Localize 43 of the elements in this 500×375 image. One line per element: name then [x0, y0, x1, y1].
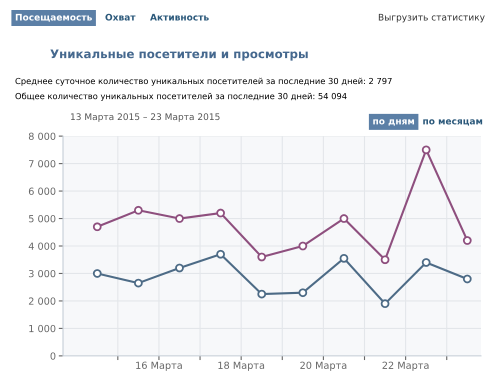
point [298, 288, 308, 298]
x-tick-label: 18 Марта [218, 362, 264, 371]
point [92, 222, 102, 232]
y-tick-label: 2 000 [28, 297, 56, 305]
point [340, 254, 348, 263]
y-tick-label: 3 000 [28, 270, 56, 278]
y-tick-label: 5 000 [28, 215, 56, 222]
point [175, 264, 184, 272]
point [422, 145, 431, 154]
point [257, 290, 266, 298]
y-tick-label: 6 000 [28, 188, 56, 195]
text: Посещаемость [16, 14, 92, 22]
text: Охват [105, 14, 136, 21]
point [462, 274, 472, 284]
x-tick-label: 22 Марта [382, 362, 429, 371]
point [422, 258, 431, 267]
text: Активность [150, 14, 209, 21]
text: Общее количество уникальных посетителей за последние 30 дней: 54 094 [15, 92, 347, 101]
y-tick-label: 4 000 [28, 242, 56, 250]
y-tick-label: 1 000 [29, 324, 56, 332]
point [380, 255, 390, 264]
point [216, 250, 225, 259]
text: по месяцам [423, 119, 482, 126]
y-tick-label: 8 000 [28, 132, 56, 140]
text: Выгрузить статистику [378, 14, 485, 22]
point [298, 242, 308, 250]
point [134, 206, 143, 215]
point [134, 278, 143, 288]
point [175, 214, 184, 223]
text: Среднее суточное количество уникальных посетителей за последние 30 дней: 2 797 [15, 78, 392, 86]
x-tick-label: 20 Марта [300, 362, 346, 371]
point [257, 252, 266, 262]
point [462, 236, 472, 245]
point [340, 214, 348, 223]
chart-subtitle: 13 Марта 2015 – 23 Марта 2015 [70, 113, 220, 122]
point [380, 299, 390, 308]
y-tick-label: 0 [50, 352, 56, 360]
text: по дням [373, 119, 414, 126]
point [92, 269, 102, 278]
y-tick-label: 7 000 [29, 160, 56, 168]
point [216, 208, 225, 218]
chart-title: Уникальные посетители и просмотры [50, 50, 308, 61]
x-tick-label: 16 Марта [136, 362, 182, 371]
